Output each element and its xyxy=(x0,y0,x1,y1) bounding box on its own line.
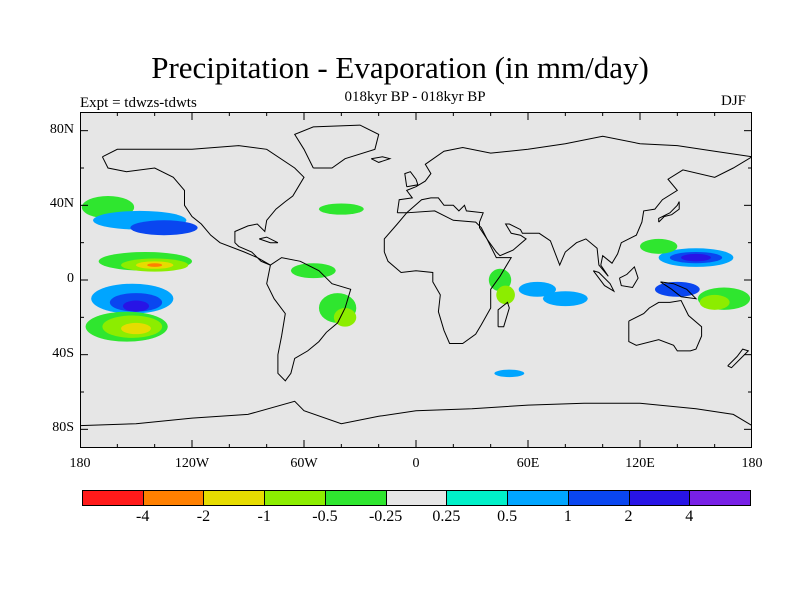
colorbar-label: 0.25 xyxy=(432,508,461,525)
coastline-sumatra xyxy=(592,270,616,293)
pme-region-16 xyxy=(318,203,364,215)
colorbar-label: -1 xyxy=(257,508,271,525)
coastline-layer xyxy=(80,124,752,427)
lat-label-40s: 40S xyxy=(52,345,74,361)
lat-label-80n: 80N xyxy=(49,121,74,137)
colorbar-box-6 xyxy=(446,490,509,506)
colorbar-label: 2 xyxy=(624,508,633,525)
pme-region-12 xyxy=(121,322,151,335)
map-svg xyxy=(80,112,752,448)
colorbar-label: -0.5 xyxy=(312,508,338,525)
coastline-greenland xyxy=(293,124,380,169)
pme-region-14 xyxy=(333,308,357,327)
season-label: DJF xyxy=(721,93,747,109)
map-border xyxy=(80,112,752,448)
coastline-south-america xyxy=(266,257,352,382)
colorbar-box-2 xyxy=(203,490,266,506)
coastline-cuba xyxy=(259,236,279,244)
coastline-new-guinea xyxy=(660,281,698,300)
colorbar-box-1 xyxy=(142,490,205,506)
coastline-madagascar xyxy=(497,301,510,328)
pme-region-20 xyxy=(542,291,588,307)
coastline-antarctica xyxy=(80,400,752,427)
experiment-label: Expt = tdwzs-tdwts xyxy=(80,95,197,111)
colorbar-label: 4 xyxy=(685,508,694,525)
coastline-borneo xyxy=(619,265,639,289)
colorbar-label: 1 xyxy=(563,508,572,525)
map-panel xyxy=(80,112,752,448)
pme-region-23 xyxy=(681,253,711,262)
colorbar-box-8 xyxy=(567,490,630,506)
coastline-australia xyxy=(628,299,703,352)
colorbar-box-7 xyxy=(507,490,569,506)
coastline-new-zealand xyxy=(727,348,750,369)
lat-label-80s: 80S xyxy=(52,420,74,436)
pme-region-28 xyxy=(494,369,525,378)
map-background xyxy=(80,112,752,448)
pme-region-26 xyxy=(699,294,730,310)
pme-region-19 xyxy=(518,281,556,297)
colorbar-label: -2 xyxy=(196,508,211,525)
lon-label-60w: 60W xyxy=(290,456,318,471)
colorbar-box-5 xyxy=(385,490,448,506)
colorbar-box-3 xyxy=(264,490,326,506)
pme-region-6 xyxy=(147,263,163,267)
lat-label-0: 0 xyxy=(67,271,74,286)
pme-field-layer xyxy=(81,196,751,378)
colorbar-label: -4 xyxy=(136,508,150,525)
coastline-uk xyxy=(404,171,419,188)
coastline-eurasia xyxy=(396,135,752,277)
lon-label-120w: 120W xyxy=(174,456,210,471)
pme-region-9 xyxy=(122,300,150,312)
lon-label-0: 0 xyxy=(412,456,420,471)
pme-region-24 xyxy=(640,238,678,254)
figure-title: Precipitation - Evaporation (in mm/day) xyxy=(151,50,649,85)
coastline-japan xyxy=(658,201,680,223)
colorbar-label: 0.5 xyxy=(497,508,518,525)
pme-region-27 xyxy=(654,281,700,297)
colorbar-box-10 xyxy=(689,490,752,506)
colorbar-label: -0.25 xyxy=(368,508,403,525)
lon-label-60e: 60E xyxy=(516,456,540,471)
pme-region-2 xyxy=(130,220,198,236)
coastline-iceland xyxy=(370,156,392,163)
colorbar-box-4 xyxy=(324,490,387,506)
coastline-north-america xyxy=(101,145,305,266)
coastline-africa xyxy=(383,210,513,344)
lon-label-120e: 120E xyxy=(625,456,655,471)
figure-subtitle: 018kyr BP - 018kyr BP xyxy=(344,89,486,105)
pme-region-18 xyxy=(496,285,515,305)
lon-label-180: 180 xyxy=(69,456,91,471)
colorbar xyxy=(82,490,752,506)
pme-region-17 xyxy=(488,268,512,292)
lat-label-40n: 40N xyxy=(49,196,74,212)
colorbar-box-0 xyxy=(82,490,144,506)
pme-region-15 xyxy=(290,263,336,279)
lon-label-180: 180 xyxy=(741,456,763,471)
colorbar-box-9 xyxy=(628,490,691,506)
